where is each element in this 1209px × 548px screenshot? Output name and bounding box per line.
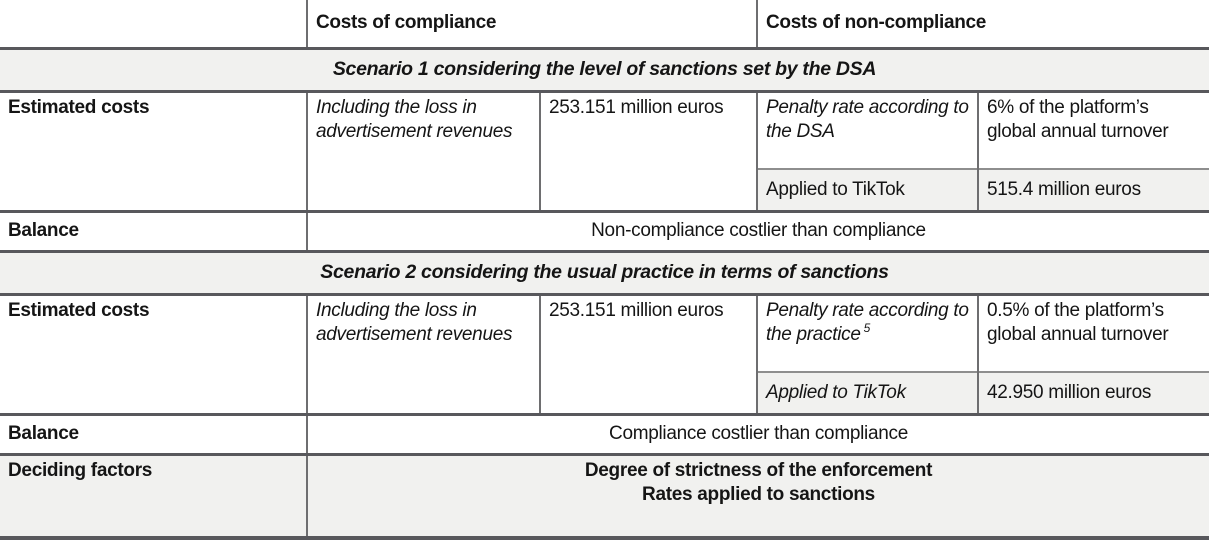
header-costs-of-compliance: Costs of compliance bbox=[306, 0, 757, 50]
scenario-1-applied-row: Applied to TikTok 515.4 million euros bbox=[0, 168, 1209, 211]
scenario-1-balance-row: Balance Non-compliance costlier than com… bbox=[0, 209, 1209, 251]
estimated-costs-label-s1: Estimated costs bbox=[8, 96, 150, 118]
scenario-1-banner-row: Scenario 1 considering the level of sanc… bbox=[0, 48, 1209, 93]
balance-value-s1: Non-compliance costlier than compliance bbox=[306, 209, 1209, 251]
applied-to-tiktok-value-s1: 515.4 million euros bbox=[977, 168, 1209, 211]
scenario-1-title: Scenario 1 considering the level of sanc… bbox=[0, 48, 1209, 93]
deciding-factors-value: Degree of strictness of the enforcement … bbox=[306, 452, 1209, 540]
compliance-value-s1: 253.151 million euros bbox=[539, 91, 757, 211]
footnote-marker: 5 bbox=[863, 321, 871, 336]
penalty-rate-label-s1: Penalty rate according to the DSA bbox=[756, 91, 978, 169]
balance-value-s2: Compliance costlier than compliance bbox=[306, 412, 1209, 454]
scenario-2-applied-row: Applied to TikTok 42.950 million euros bbox=[0, 371, 1209, 414]
penalty-rate-label-s2: Penalty rate according to the practice 5 bbox=[756, 294, 978, 372]
penalty-rate-text-s2: Penalty rate according to the practice bbox=[766, 299, 969, 345]
applied-to-tiktok-label-s2: Applied to TikTok bbox=[756, 371, 978, 414]
scenario-1-estimated-costs-row: Estimated costs Including the loss in ad… bbox=[0, 91, 1209, 211]
scenario-2-estimated-costs-row: Estimated costs Including the loss in ad… bbox=[0, 294, 1209, 414]
scenario-2-title: Scenario 2 considering the usual practic… bbox=[0, 249, 1209, 296]
corner-cell bbox=[0, 0, 307, 50]
penalty-rate-value-s2: 0.5% of the platform’s global annual tur… bbox=[977, 294, 1209, 372]
balance-label-s1: Balance bbox=[0, 209, 307, 251]
balance-label-s2: Balance bbox=[0, 412, 307, 454]
estimated-costs-label-s2: Estimated costs bbox=[8, 299, 150, 321]
deciding-factors-row: Deciding factors Degree of strictness of… bbox=[0, 452, 1209, 540]
deciding-factor-line-1: Degree of strictness of the enforcement bbox=[584, 459, 933, 481]
penalty-rate-value-s1: 6% of the platform’s global annual turno… bbox=[977, 91, 1209, 169]
applied-to-tiktok-value-s2: 42.950 million euros bbox=[977, 371, 1209, 414]
deciding-factor-line-2: Rates applied to sanctions bbox=[642, 483, 875, 505]
applied-to-tiktok-label-s1: Applied to TikTok bbox=[756, 168, 978, 211]
deciding-factors-label: Deciding factors bbox=[0, 452, 307, 540]
compliance-description-s2: Including the loss in advertisement reve… bbox=[306, 294, 540, 414]
compliance-description-s1: Including the loss in advertisement reve… bbox=[306, 91, 540, 211]
scenario-2-banner-row: Scenario 2 considering the usual practic… bbox=[0, 249, 1209, 296]
header-costs-of-non-compliance: Costs of non-compliance bbox=[756, 0, 1209, 50]
table-header-row: Costs of compliance Costs of non-complia… bbox=[0, 0, 1209, 50]
compliance-value-s2: 253.151 million euros bbox=[539, 294, 757, 414]
scenario-2-balance-row: Balance Compliance costlier than complia… bbox=[0, 412, 1209, 454]
